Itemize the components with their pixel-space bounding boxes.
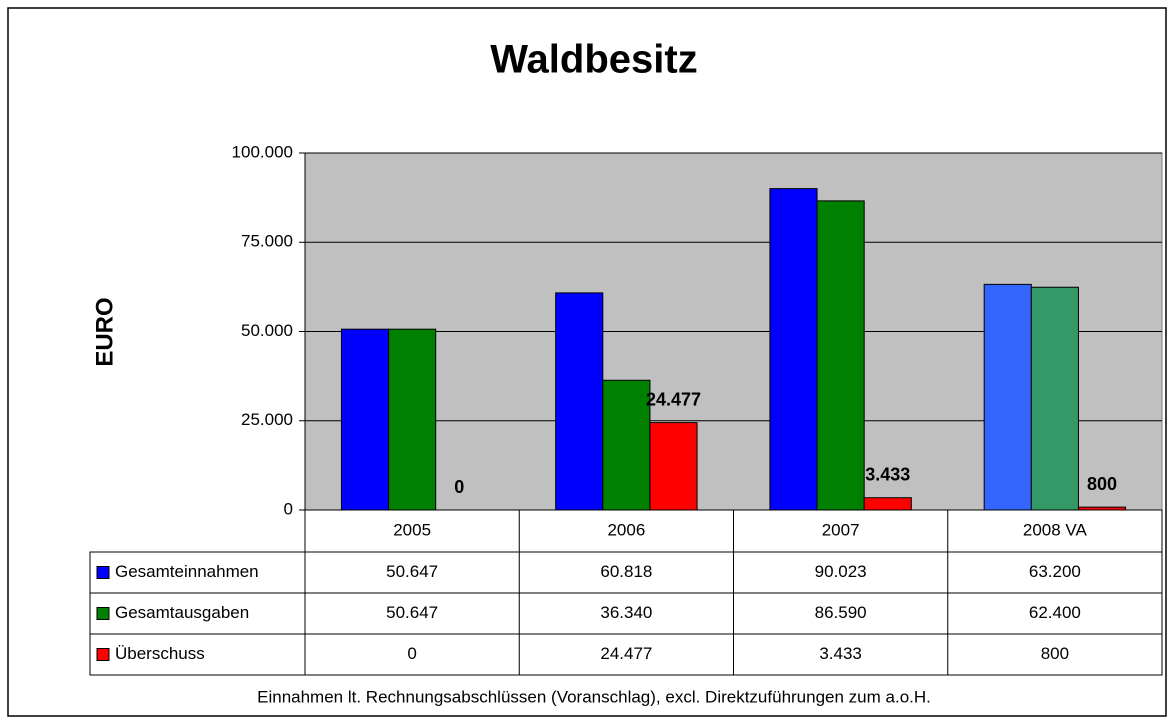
table-body [89,551,1163,676]
table-cell: 62.400 [1029,603,1081,622]
x-tick-label: 2005 [393,520,431,539]
legend-swatch [96,607,110,620]
bar [340,328,390,511]
y-tick-label: 75.000 [241,232,293,251]
table-cell: 60.818 [600,562,652,581]
table-cell: 3.433 [819,644,862,663]
legend-label: Gesamteinnahmen [115,562,259,581]
legend-swatch [96,648,110,661]
table-cell: 63.200 [1029,562,1081,581]
bar [388,328,437,511]
legend-label: Überschuss [115,644,205,663]
footnote: Einnahmen lt. Rechnungsabschlüssen (Vora… [257,687,931,706]
legend-label: Gesamtausgaben [115,603,249,622]
y-tick-label: 0 [284,499,293,518]
table-cell: 90.023 [815,562,867,581]
table-cell: 36.340 [600,603,652,622]
bar [555,292,604,511]
bar [816,200,865,511]
table-cell: 800 [1041,644,1069,663]
table-cell: 50.647 [386,603,438,622]
bar [602,379,651,511]
data-label: 800 [1087,474,1117,494]
table-cell: 24.477 [600,644,652,663]
y-tick-label: 100.000 [232,142,293,161]
x-tick-label: 2006 [607,520,645,539]
data-label: 0 [454,477,464,497]
table-cell: 0 [407,644,416,663]
x-tick-label: 2007 [822,520,860,539]
bar [983,283,1032,511]
data-label: 24.477 [646,389,701,409]
y-axis-label: EURO [91,297,118,366]
y-tick-label: 50.000 [241,321,293,340]
bar [649,422,698,511]
bar [1030,286,1079,511]
chart-title: Waldbesitz [490,38,697,82]
bar [863,497,912,511]
bar [769,188,818,511]
table-cell: 50.647 [386,562,438,581]
table-cell: 86.590 [815,603,867,622]
data-label: 3.433 [865,464,910,484]
y-tick-label: 25.000 [241,410,293,429]
legend-swatch [96,566,110,579]
x-tick-label: 2008 VA [1023,520,1088,539]
